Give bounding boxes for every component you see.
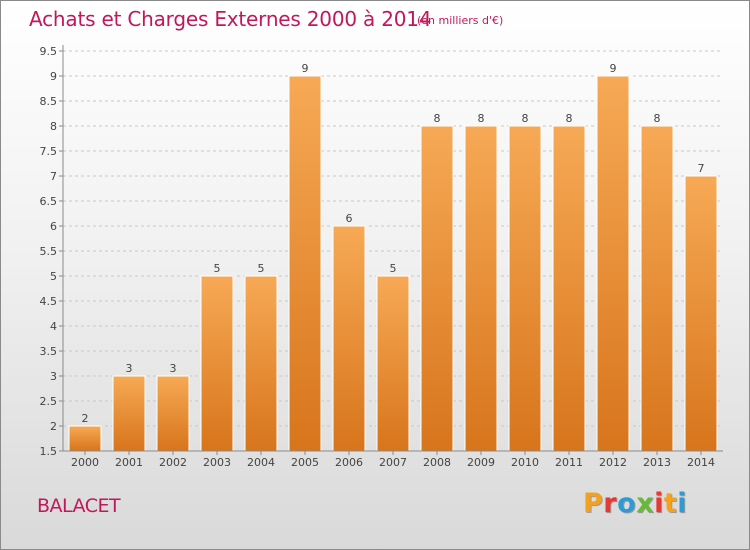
value-label: 3 xyxy=(170,362,177,375)
x-tick-label: 2005 xyxy=(291,456,319,469)
x-tick-label: 2008 xyxy=(423,456,451,469)
value-label: 6 xyxy=(346,212,353,225)
value-label: 9 xyxy=(302,62,309,75)
chart-subtitle: (en milliers d'€) xyxy=(417,14,504,27)
y-tick-label: 9.5 xyxy=(40,45,58,58)
x-tick-label: 2000 xyxy=(71,456,99,469)
y-tick-label: 5.5 xyxy=(40,245,58,258)
proxiti-logo: Proxiti xyxy=(583,488,687,519)
value-label: 8 xyxy=(434,112,441,125)
logo-letter: P xyxy=(583,488,604,519)
y-tick-label: 3 xyxy=(50,370,57,383)
y-tick-label: 2.5 xyxy=(40,395,58,408)
y-tick-label: 6.5 xyxy=(40,195,58,208)
logo-letter: i xyxy=(677,488,688,519)
value-label: 2 xyxy=(82,412,89,425)
y-tick-label: 9 xyxy=(50,70,57,83)
bar xyxy=(640,125,674,452)
y-tick-label: 2 xyxy=(50,420,57,433)
x-tick-label: 2014 xyxy=(687,456,715,469)
logo-letter: i xyxy=(654,488,664,519)
value-label: 8 xyxy=(566,112,573,125)
value-label: 7 xyxy=(698,162,705,175)
logo-letter: r xyxy=(603,488,618,519)
value-label: 8 xyxy=(522,112,529,125)
x-tick-label: 2004 xyxy=(247,456,275,469)
value-label: 5 xyxy=(214,262,221,275)
bar xyxy=(464,125,498,452)
y-tick-label: 7 xyxy=(50,170,57,183)
bar xyxy=(68,425,102,452)
logo-letter: t xyxy=(663,488,678,519)
bar xyxy=(112,375,146,452)
y-tick-label: 1.5 xyxy=(40,445,58,458)
x-tick-label: 2009 xyxy=(467,456,495,469)
y-tick-label: 4.5 xyxy=(40,295,58,308)
x-tick-label: 2010 xyxy=(511,456,539,469)
y-tick-label: 8 xyxy=(50,120,57,133)
bar xyxy=(552,125,586,452)
y-tick-label: 4 xyxy=(50,320,57,333)
x-tick-label: 2001 xyxy=(115,456,143,469)
bars xyxy=(68,75,718,452)
bar xyxy=(508,125,542,452)
x-axis-ticks: 2000 2001 2002 2003 2004 2005 2006 2007 2008 2009… xyxy=(71,451,715,469)
bar xyxy=(156,375,190,452)
x-tick-label: 2002 xyxy=(159,456,187,469)
chart-title: Achats et Charges Externes 2000 à 2014 xyxy=(29,7,432,31)
x-tick-label: 2013 xyxy=(643,456,671,469)
bar xyxy=(684,175,718,452)
bar xyxy=(420,125,454,452)
value-labels: 2 3 3 5 5 9 6 5 8 8 8 8 9 8 7 xyxy=(82,62,705,425)
y-axis-ticks: 1.5 2 2.5 3 3.5 4 4.5 5 5.5 6 6.5 7 7.5 8 8.5 9 9.5 xyxy=(40,45,63,458)
y-tick-label: 6 xyxy=(50,220,57,233)
y-tick-label: 7.5 xyxy=(40,145,58,158)
x-tick-label: 2007 xyxy=(379,456,407,469)
logo-letter: x xyxy=(636,488,655,519)
bar xyxy=(288,75,322,452)
value-label: 3 xyxy=(126,362,133,375)
value-label: 5 xyxy=(390,262,397,275)
bar xyxy=(596,75,630,452)
x-tick-label: 2003 xyxy=(203,456,231,469)
bar xyxy=(244,275,278,452)
y-tick-label: 3.5 xyxy=(40,345,58,358)
axes xyxy=(62,45,723,452)
x-tick-label: 2011 xyxy=(555,456,583,469)
value-label: 9 xyxy=(610,62,617,75)
x-tick-label: 2006 xyxy=(335,456,363,469)
bar xyxy=(332,225,366,452)
commune-name: BALACET xyxy=(37,495,121,517)
bar xyxy=(376,275,410,452)
value-label: 8 xyxy=(654,112,661,125)
bar xyxy=(200,275,234,452)
x-tick-label: 2012 xyxy=(599,456,627,469)
logo-letter: o xyxy=(617,488,637,519)
value-label: 5 xyxy=(258,262,265,275)
value-label: 8 xyxy=(478,112,485,125)
y-tick-label: 5 xyxy=(50,270,57,283)
y-tick-label: 8.5 xyxy=(40,95,58,108)
